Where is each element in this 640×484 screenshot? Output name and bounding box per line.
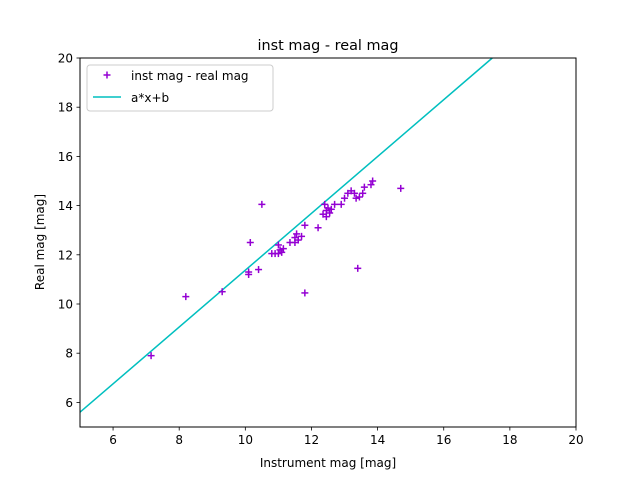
data-point <box>397 184 405 192</box>
data-point <box>301 289 309 297</box>
legend-marker-plus <box>103 71 111 79</box>
plot-area <box>79 57 493 413</box>
y-tick-label: 12 <box>58 248 73 262</box>
data-point <box>337 200 345 208</box>
legend-label-fit: a*x+b <box>131 91 169 105</box>
data-point <box>314 224 322 232</box>
data-point <box>327 205 335 213</box>
chart-title: inst mag - real mag <box>258 38 399 54</box>
y-axis-label: Real mag [mag] <box>33 194 47 290</box>
x-tick-label: 14 <box>370 433 385 447</box>
data-point <box>326 209 334 217</box>
data-point <box>322 213 330 221</box>
y-tick-label: 8 <box>65 347 73 361</box>
data-point <box>246 239 254 246</box>
data-point <box>293 230 301 238</box>
data-point <box>245 268 253 276</box>
data-point <box>360 183 368 191</box>
data-point <box>324 204 332 212</box>
y-tick-label: 14 <box>58 199 73 213</box>
data-point <box>182 293 190 301</box>
legend-box <box>86 64 274 112</box>
data-point <box>301 221 309 229</box>
data-point <box>218 288 226 296</box>
legend-plus-glyph <box>103 71 111 79</box>
data-point <box>359 189 367 197</box>
y-tick-label: 10 <box>58 298 73 312</box>
y-tick-label: 16 <box>58 150 73 164</box>
data-point <box>355 193 363 201</box>
data-point <box>278 248 286 256</box>
data-point <box>274 250 282 258</box>
data-point <box>258 200 266 208</box>
y-tick-label: 18 <box>58 101 73 115</box>
data-point <box>352 194 360 202</box>
x-tick-label: 12 <box>304 433 319 447</box>
data-point <box>321 200 329 208</box>
legend: inst mag - real mag a*x+b <box>86 64 274 112</box>
y-axis: 6 8 10 12 14 16 18 20 <box>58 52 80 410</box>
data-point <box>147 352 155 360</box>
data-point <box>255 266 263 274</box>
x-axis: 6 8 10 12 14 16 18 20 <box>109 427 584 447</box>
x-axis-label: Instrument mag [mag] <box>260 456 396 470</box>
data-point <box>274 241 282 249</box>
data-point <box>298 232 306 240</box>
x-tick-label: 6 <box>109 433 117 447</box>
x-tick-label: 8 <box>175 433 183 447</box>
data-point <box>294 236 302 244</box>
data-point <box>331 200 339 208</box>
x-tick-label: 18 <box>502 433 517 447</box>
data-point <box>279 245 287 253</box>
data-point <box>341 194 349 202</box>
data-point <box>369 177 377 185</box>
data-point <box>350 189 358 197</box>
x-tick-label: 16 <box>436 433 451 447</box>
data-point <box>354 264 362 272</box>
plot-frame <box>79 57 577 428</box>
data-point <box>367 181 375 189</box>
y-tick-label: 20 <box>58 52 73 66</box>
x-tick-label: 20 <box>568 433 583 447</box>
y-tick-label: 6 <box>65 396 73 410</box>
fit-line <box>79 57 493 413</box>
x-tick-label: 10 <box>238 433 253 447</box>
legend-label-scatter: inst mag - real mag <box>131 69 249 83</box>
